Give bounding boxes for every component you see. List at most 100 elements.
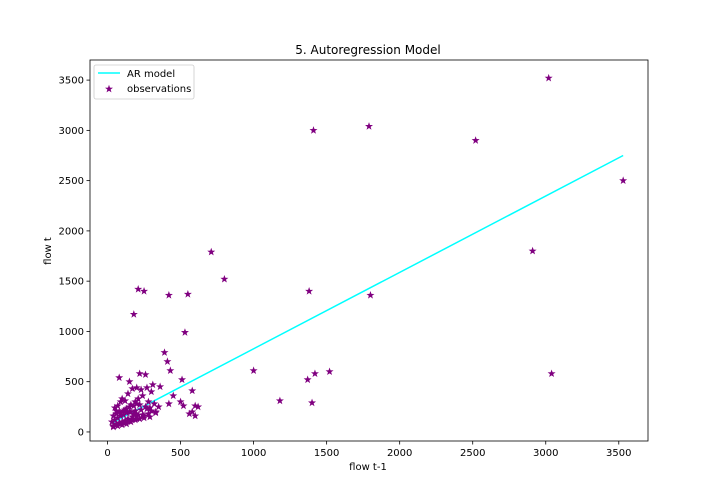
observation-point: [137, 385, 146, 394]
observation-point: [135, 400, 144, 409]
observation-point: [147, 406, 156, 415]
observation-point: [115, 407, 124, 416]
observation-point: [151, 408, 160, 417]
y-tick-label: 3000: [59, 126, 84, 137]
observation-point: [619, 176, 628, 185]
observation-point: [325, 367, 334, 376]
y-tick-label: 3500: [59, 76, 84, 87]
observation-point: [180, 328, 189, 336]
observation-point: [191, 401, 200, 410]
x-axis-label: flow t-1: [349, 462, 387, 473]
observation-point: [112, 406, 121, 415]
observation-point: [178, 375, 187, 384]
x-tick-label: 2500: [460, 448, 485, 459]
observation-point: [129, 409, 138, 418]
observation-point: [179, 401, 188, 410]
observation-point: [138, 391, 147, 400]
y-tick-label: 1500: [59, 277, 84, 288]
plot-area: 0 500 1000 1500 2000 2500 3000 3500 0 500 1000 150…: [59, 59, 649, 459]
x-tick-label: 500: [171, 448, 190, 459]
x-tick-label: 3500: [606, 448, 631, 459]
observation-point: [116, 411, 125, 420]
observation-point: [164, 291, 173, 299]
x-tick-label: 1500: [314, 448, 339, 459]
observation-point: [128, 384, 137, 393]
observation-point: [107, 417, 116, 426]
observation-point: [125, 407, 134, 416]
observation-point: [160, 348, 169, 356]
y-tick-label: 1000: [59, 327, 84, 338]
x-tick-label: 3000: [533, 448, 558, 459]
observation-point: [123, 416, 132, 425]
x-tick-label: 1000: [241, 448, 266, 459]
x-tick-label: 0: [104, 448, 110, 459]
observation-point: [115, 373, 124, 382]
observation-point: [135, 414, 144, 423]
observation-point: [528, 246, 537, 255]
axes-frame: [89, 59, 649, 442]
observation-point: [144, 409, 153, 418]
observation-point: [119, 418, 128, 427]
observation-point: [121, 405, 130, 414]
observation-point: [112, 420, 121, 429]
observation-point: [154, 402, 163, 411]
observation-point: [116, 408, 125, 417]
legend-label-observations: observations: [127, 84, 191, 95]
observation-point: [471, 136, 480, 144]
observation-point: [115, 419, 124, 428]
observation-point: [119, 410, 128, 419]
observation-point: [185, 409, 194, 418]
observation-point: [144, 397, 153, 406]
observation-point: [150, 399, 159, 408]
observation-point: [142, 404, 151, 413]
observation-point: [131, 406, 140, 415]
observation-point: [169, 391, 178, 400]
observation-point: [123, 389, 132, 398]
observation-point: [138, 410, 147, 419]
observation-point: [132, 399, 141, 408]
y-tick-label: 2000: [59, 226, 84, 237]
observation-point: [366, 291, 375, 299]
ar-model-line: [111, 154, 624, 424]
observation-point: [140, 287, 149, 295]
observation-point: [156, 382, 165, 391]
observation-point: [112, 409, 121, 418]
observation-point: [118, 394, 127, 403]
observation-point: [128, 415, 137, 424]
legend: AR model observations: [93, 64, 195, 100]
observation-point: [176, 397, 185, 406]
observation-point: [125, 377, 134, 386]
observation-point: [113, 413, 122, 422]
observation-point: [309, 126, 318, 134]
observation-point: [113, 401, 122, 410]
y-axis-label: flow t: [43, 237, 54, 265]
observation-point: [142, 383, 151, 392]
observation-point: [207, 247, 216, 256]
observation-point: [303, 375, 312, 384]
observation-point: [131, 397, 140, 406]
x-axis-ticks: 0 500 1000 1500 2000 2500 3000 3500: [104, 441, 632, 459]
observation-point: [132, 414, 141, 423]
observation-point: [129, 310, 138, 318]
observation-point: [109, 421, 118, 430]
observation-point: [148, 380, 157, 389]
observation-point: [129, 401, 138, 410]
observation-point: [132, 383, 141, 392]
observation-point: [116, 397, 125, 406]
observation-point: [121, 396, 130, 405]
observation-point: [305, 287, 314, 295]
legend-swatch-star-icon: [105, 84, 113, 93]
observation-point: [110, 415, 119, 424]
observation-point: [134, 410, 143, 419]
observation-point: [191, 411, 200, 420]
observation-point: [310, 369, 319, 378]
observation-point: [140, 411, 149, 420]
observation-point: [135, 369, 144, 378]
observation-point: [166, 366, 175, 375]
observation-point: [547, 369, 556, 378]
observation-point: [109, 411, 118, 420]
y-tick-label: 2500: [59, 176, 84, 187]
observation-point: [308, 398, 317, 407]
y-tick-label: 0: [78, 427, 84, 438]
